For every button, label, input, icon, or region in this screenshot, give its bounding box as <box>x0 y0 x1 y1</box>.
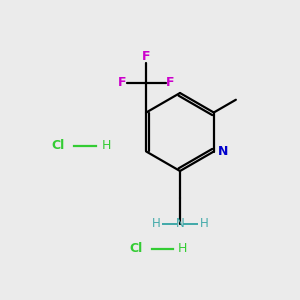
Text: Cl: Cl <box>51 139 64 152</box>
Text: H: H <box>101 139 111 152</box>
Text: H: H <box>152 217 161 230</box>
Text: F: F <box>166 76 174 89</box>
Text: H: H <box>178 242 187 256</box>
Text: F: F <box>118 76 127 89</box>
Text: H: H <box>200 217 208 230</box>
Text: F: F <box>142 50 151 63</box>
Text: N: N <box>218 145 228 158</box>
Text: Cl: Cl <box>129 242 142 256</box>
Text: N: N <box>176 217 184 230</box>
